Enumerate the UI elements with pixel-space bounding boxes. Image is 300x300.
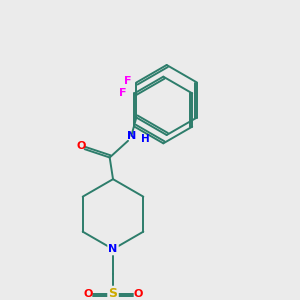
Text: O: O	[133, 289, 143, 298]
Text: N: N	[127, 131, 136, 141]
Text: F: F	[124, 76, 131, 86]
Text: H: H	[141, 134, 150, 143]
Text: N: N	[108, 244, 118, 254]
Text: O: O	[76, 141, 86, 151]
Text: S: S	[109, 287, 118, 300]
Text: O: O	[83, 289, 93, 298]
Text: F: F	[118, 88, 126, 98]
